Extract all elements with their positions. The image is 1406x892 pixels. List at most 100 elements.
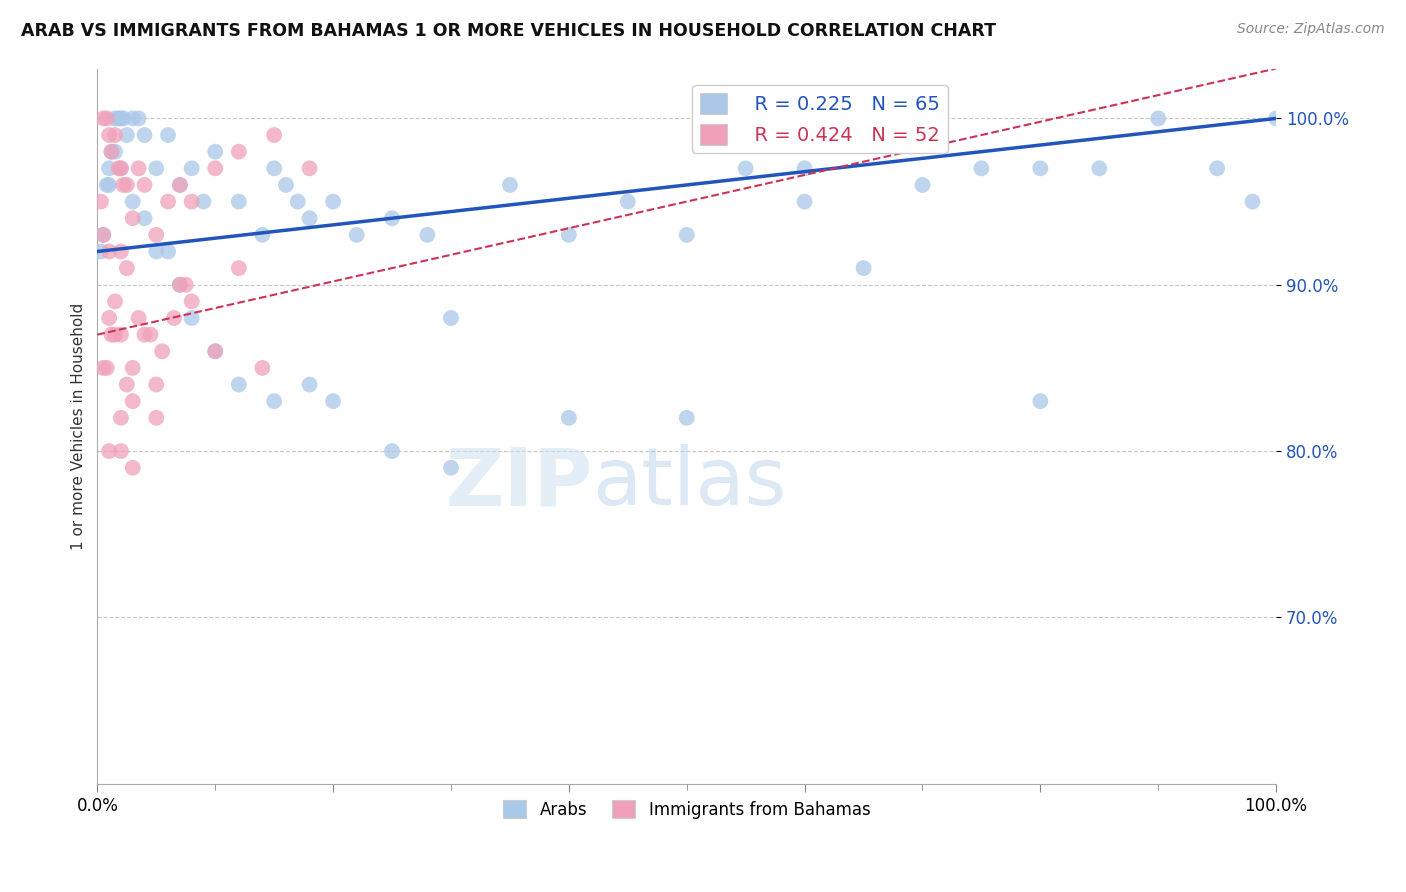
Point [204,344,226,359]
Point [793,161,815,176]
Point [104,112,127,126]
Point [115,261,138,276]
Y-axis label: 1 or more Vehicles in Household: 1 or more Vehicles in Household [72,302,86,549]
Point [98,311,121,326]
Point [104,128,127,142]
Point [163,311,186,326]
Point [115,377,138,392]
Point [145,161,167,176]
Point [100,145,122,159]
Point [1147,112,1170,126]
Point [298,377,321,392]
Point [287,194,309,209]
Point [675,410,697,425]
Point [416,227,439,242]
Point [322,194,344,209]
Point [100,327,122,342]
Point [100,145,122,159]
Point [134,327,156,342]
Point [157,244,180,259]
Point [145,227,167,242]
Point [90,244,112,259]
Point [107,112,129,126]
Point [322,394,344,409]
Point [115,128,138,142]
Point [180,311,202,326]
Point [134,178,156,192]
Point [104,294,127,309]
Point [121,460,143,475]
Point [110,244,132,259]
Point [228,145,250,159]
Point [180,294,202,309]
Point [169,178,191,192]
Point [128,311,150,326]
Point [157,194,180,209]
Point [110,327,132,342]
Point [274,178,297,192]
Point [440,311,463,326]
Point [107,161,129,176]
Point [134,211,156,226]
Point [263,161,285,176]
Point [91,112,114,126]
Point [1265,112,1288,126]
Point [1029,394,1052,409]
Point [112,112,135,126]
Point [121,211,143,226]
Point [1029,161,1052,176]
Point [110,444,132,458]
Point [96,112,118,126]
Point [91,360,114,375]
Point [228,261,250,276]
Text: atlas: atlas [592,444,787,523]
Point [145,410,167,425]
Point [98,444,121,458]
Point [91,227,114,242]
Point [180,194,202,209]
Point [110,410,132,425]
Point [115,178,138,192]
Point [263,394,285,409]
Point [911,178,934,192]
Point [98,178,121,192]
Point [157,128,180,142]
Point [252,360,274,375]
Point [139,327,162,342]
Point [104,327,127,342]
Point [174,277,197,292]
Point [98,128,121,142]
Point [1206,161,1229,176]
Point [228,377,250,392]
Point [675,227,697,242]
Point [104,145,127,159]
Point [121,394,143,409]
Point [298,211,321,226]
Point [440,460,463,475]
Point [91,227,114,242]
Point [1088,161,1111,176]
Point [734,161,756,176]
Text: Source: ZipAtlas.com: Source: ZipAtlas.com [1237,22,1385,37]
Point [121,360,143,375]
Point [852,261,875,276]
Point [180,161,202,176]
Point [110,161,132,176]
Point [970,161,993,176]
Point [169,277,191,292]
Point [150,344,173,359]
Legend: Arabs, Immigrants from Bahamas: Arabs, Immigrants from Bahamas [496,794,877,825]
Point [134,128,156,142]
Point [121,194,143,209]
Point [128,161,150,176]
Point [110,112,132,126]
Point [558,227,581,242]
Point [169,178,191,192]
Point [98,244,121,259]
Point [204,161,226,176]
Point [110,161,132,176]
Text: ARAB VS IMMIGRANTS FROM BAHAMAS 1 OR MORE VEHICLES IN HOUSEHOLD CORRELATION CHAR: ARAB VS IMMIGRANTS FROM BAHAMAS 1 OR MOR… [21,22,995,40]
Text: ZIP: ZIP [446,444,592,523]
Point [558,410,581,425]
Point [499,178,522,192]
